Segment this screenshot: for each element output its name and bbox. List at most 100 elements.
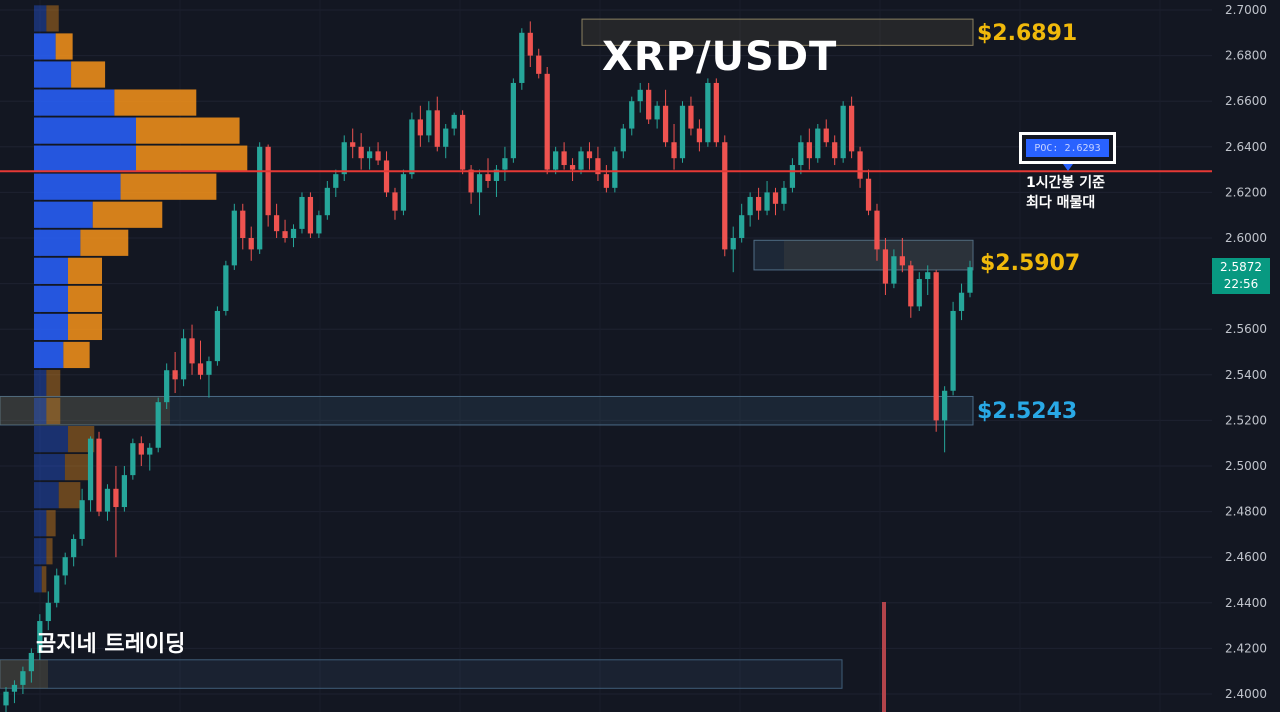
vp-sell-bar — [136, 117, 240, 144]
candle-body — [789, 165, 796, 188]
poc-pointer — [1063, 164, 1073, 171]
candle-body — [536, 55, 542, 74]
zone-resistance — [581, 18, 974, 46]
candle-body — [20, 671, 26, 685]
poc-label: POC: 2.6293 — [1026, 139, 1109, 157]
vp-sell-bar — [58, 482, 81, 509]
candle-body — [603, 174, 610, 188]
vp-sell-bar — [114, 89, 197, 116]
price-tick-label: 2.4600 — [1225, 550, 1267, 564]
candle-body — [561, 151, 567, 166]
candle-body — [231, 210, 237, 266]
candle-body — [223, 265, 229, 311]
price-tick-label: 2.6200 — [1225, 185, 1267, 199]
price-tick-label: 2.4800 — [1225, 505, 1267, 519]
candle-body — [662, 105, 669, 143]
candle-body — [155, 402, 161, 448]
candle-body — [688, 105, 694, 129]
candle-body — [958, 292, 965, 311]
candle-body — [45, 602, 51, 622]
candle-body — [37, 621, 43, 653]
candle-body — [180, 338, 187, 380]
vp-sell-bar — [92, 201, 163, 228]
candlesticks — [3, 21, 973, 712]
vp-sell-bar — [46, 5, 59, 32]
poc-line — [0, 164, 1212, 173]
poc-note: 1시간봉 기준 최다 매물대 — [1026, 173, 1105, 213]
vp-buy-bar — [34, 5, 47, 32]
vp-sell-bar — [68, 285, 103, 312]
candle-body — [333, 174, 339, 188]
candle-body — [341, 142, 347, 175]
price-tick-label: 2.7000 — [1225, 3, 1267, 17]
candle-body — [273, 215, 280, 232]
vp-sell-bar — [46, 510, 56, 537]
vp-buy-bar — [34, 538, 47, 565]
candle-body — [257, 146, 263, 250]
candle-body — [375, 151, 381, 161]
candle-body — [383, 160, 390, 193]
candle-body — [451, 114, 457, 129]
candle-body — [916, 279, 922, 307]
candle-body — [569, 165, 576, 170]
vp-buy-bar — [34, 397, 47, 425]
candle-body — [113, 488, 119, 508]
candle-body — [578, 151, 584, 170]
price-tick-label: 2.4400 — [1225, 596, 1267, 610]
candle-body — [722, 142, 728, 250]
price-tick-label: 2.4200 — [1225, 641, 1267, 655]
vp-buy-bar — [34, 61, 72, 88]
chart-title: XRP/USDT — [602, 34, 838, 80]
candle-body — [739, 215, 745, 238]
vp-sell-bar — [55, 33, 73, 60]
vp-buy-bar — [34, 341, 64, 369]
candle-body — [138, 443, 144, 455]
candle-body — [290, 228, 297, 238]
candle-body — [476, 174, 483, 193]
candle-body — [908, 265, 914, 307]
candle-body — [130, 443, 136, 476]
candle-body — [417, 119, 423, 136]
candle-body — [679, 105, 686, 159]
candle-body — [696, 128, 703, 143]
vp-buy-bar — [34, 257, 69, 284]
zone-highlight — [0, 396, 170, 425]
price-axis[interactable]: 2.70002.68002.66002.64002.62002.60002.58… — [1225, 3, 1267, 701]
vp-sell-bar — [120, 173, 217, 200]
current-price-tag: 2.5872 22:56 — [1212, 258, 1270, 294]
candle-body — [646, 89, 652, 120]
vp-buy-bar — [34, 201, 93, 228]
candle-body — [11, 684, 18, 692]
price-tick-label: 2.5400 — [1225, 368, 1267, 382]
candle-body — [942, 390, 948, 421]
candle-body — [189, 338, 195, 364]
candle-body — [28, 652, 34, 672]
candle-body — [654, 105, 660, 120]
candle-body — [950, 310, 956, 391]
candle-body — [324, 187, 330, 216]
price-tick-label: 2.5600 — [1225, 322, 1267, 336]
candle-body — [586, 151, 593, 159]
vp-buy-bar — [34, 89, 115, 116]
level-label-support-1: $2.5907 — [980, 251, 1081, 276]
candle-body — [798, 142, 804, 166]
zone-support-1 — [753, 239, 974, 271]
candle-body — [772, 192, 779, 204]
candle-body — [197, 363, 204, 375]
candle-body — [612, 151, 618, 188]
candle-body — [248, 238, 254, 250]
candle-body — [823, 128, 829, 143]
candle-body — [493, 169, 500, 181]
candle-body — [705, 82, 711, 143]
price-tick-label: 2.5200 — [1225, 413, 1267, 427]
candle-body — [443, 128, 449, 147]
candle-body — [747, 196, 753, 216]
candle-body — [815, 128, 821, 159]
price-tick-label: 2.6000 — [1225, 231, 1267, 245]
poc-note-line1: 1시간봉 기준 — [1026, 175, 1106, 191]
candle-body — [848, 105, 855, 152]
candle-body — [147, 447, 153, 455]
volume-spike — [882, 602, 886, 712]
price-tick-label: 2.6800 — [1225, 49, 1267, 63]
